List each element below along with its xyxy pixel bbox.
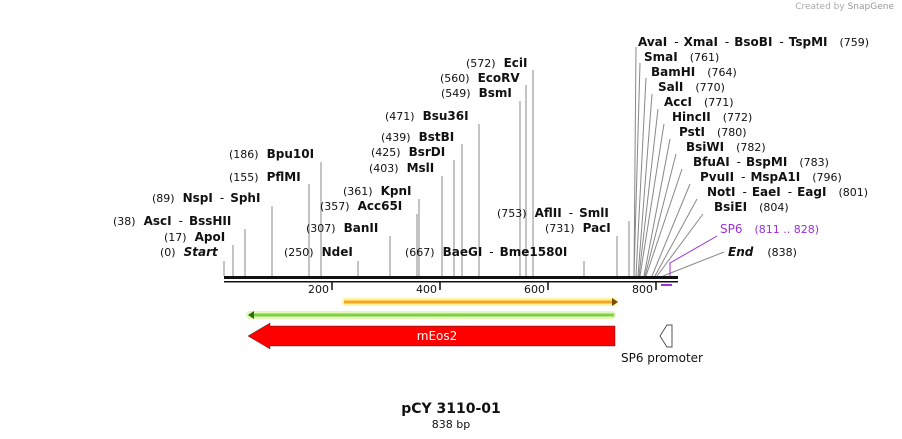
site-ndei: (250) NdeI: [284, 245, 353, 259]
site-sali: SalI (770): [658, 80, 725, 94]
orf-arrowhead-forward: [612, 298, 618, 306]
site-ecorv: (560) EcoRV: [440, 71, 520, 85]
snapgene-logo: SnapGene: [847, 2, 894, 12]
site-bsiwi: BsiWI (782): [686, 140, 766, 154]
dna-backbone: [224, 276, 678, 279]
site-hincii: HincII (772): [672, 110, 752, 124]
site-bsrdi: (425) BsrDI: [371, 145, 445, 159]
site-ecii: (572) EciI: [466, 56, 527, 70]
meos2-label: mEos2: [417, 329, 458, 343]
site-avai: AvaI - XmaI - BsoBI - TspMI (759): [638, 35, 869, 49]
sp6-connector: [669, 235, 718, 276]
site-bstbi: (439) BstBI: [381, 130, 454, 144]
site-bpu10i: (186) Bpu10I: [229, 147, 314, 161]
site-paci: (731) PacI: [545, 221, 611, 235]
site-acci: AccI (771): [664, 95, 734, 109]
tick-label-600: 600: [524, 283, 545, 296]
site-bsu36i: (471) Bsu36I: [385, 109, 469, 123]
site-bamhi: BamHI (764): [651, 65, 737, 79]
site-start: (0) Start: [160, 245, 219, 259]
tick-label-800: 800: [632, 283, 653, 296]
site-psti: PstI (780): [679, 125, 747, 139]
site-baegi: (667) BaeGI - Bme1580I: [405, 245, 567, 259]
sp6-promoter-arrow[interactable]: [659, 324, 673, 348]
primer-sp6[interactable]: SP6 (811 .. 828): [720, 222, 819, 236]
tick-label-400: 400: [416, 283, 437, 296]
site-msli: (403) MslI: [369, 161, 434, 175]
meos2-feature-arrow[interactable]: [247, 322, 616, 350]
site-noti: NotI - EaeI - EagI (801): [707, 185, 868, 199]
site-aflii: (753) AflII - SmlI: [497, 206, 609, 220]
site-nspi: (89) NspI - SphI: [152, 191, 260, 205]
dna-backbone-strand: [224, 281, 678, 283]
site-end: End (838): [728, 245, 797, 259]
axis-ticks: [331, 282, 657, 290]
site-pflmi: (155) PflMI: [229, 170, 301, 184]
credit-text: Created by: [795, 2, 845, 12]
site-kpni: (361) KpnI: [343, 184, 412, 198]
plasmid-length: 838 bp: [431, 418, 471, 431]
site-bsiei: BsiEI (804): [714, 200, 789, 214]
site-smai: SmaI (761): [644, 50, 719, 64]
plasmid-name: pCY 3110-01: [401, 401, 501, 417]
site-apoi: (17) ApoI: [164, 230, 225, 244]
site-asci: (38) AscI - BssHII: [113, 214, 231, 228]
sp6-promoter-label: SP6 promoter: [621, 351, 703, 365]
site-connectors: [223, 46, 725, 277]
site-banii: (307) BanII: [306, 221, 378, 235]
site-pvuii: PvuII - MspA1I (796): [700, 170, 842, 184]
site-bsmi: (549) BsmI: [441, 86, 512, 100]
site-bfuai: BfuAI - BspMI (783): [693, 155, 829, 169]
tick-label-200: 200: [308, 283, 329, 296]
orf-arrowhead-reverse: [248, 311, 254, 319]
snapgene-credit: Created by SnapGene: [795, 2, 894, 12]
site-acc65i: (357) Acc65I: [320, 199, 402, 213]
